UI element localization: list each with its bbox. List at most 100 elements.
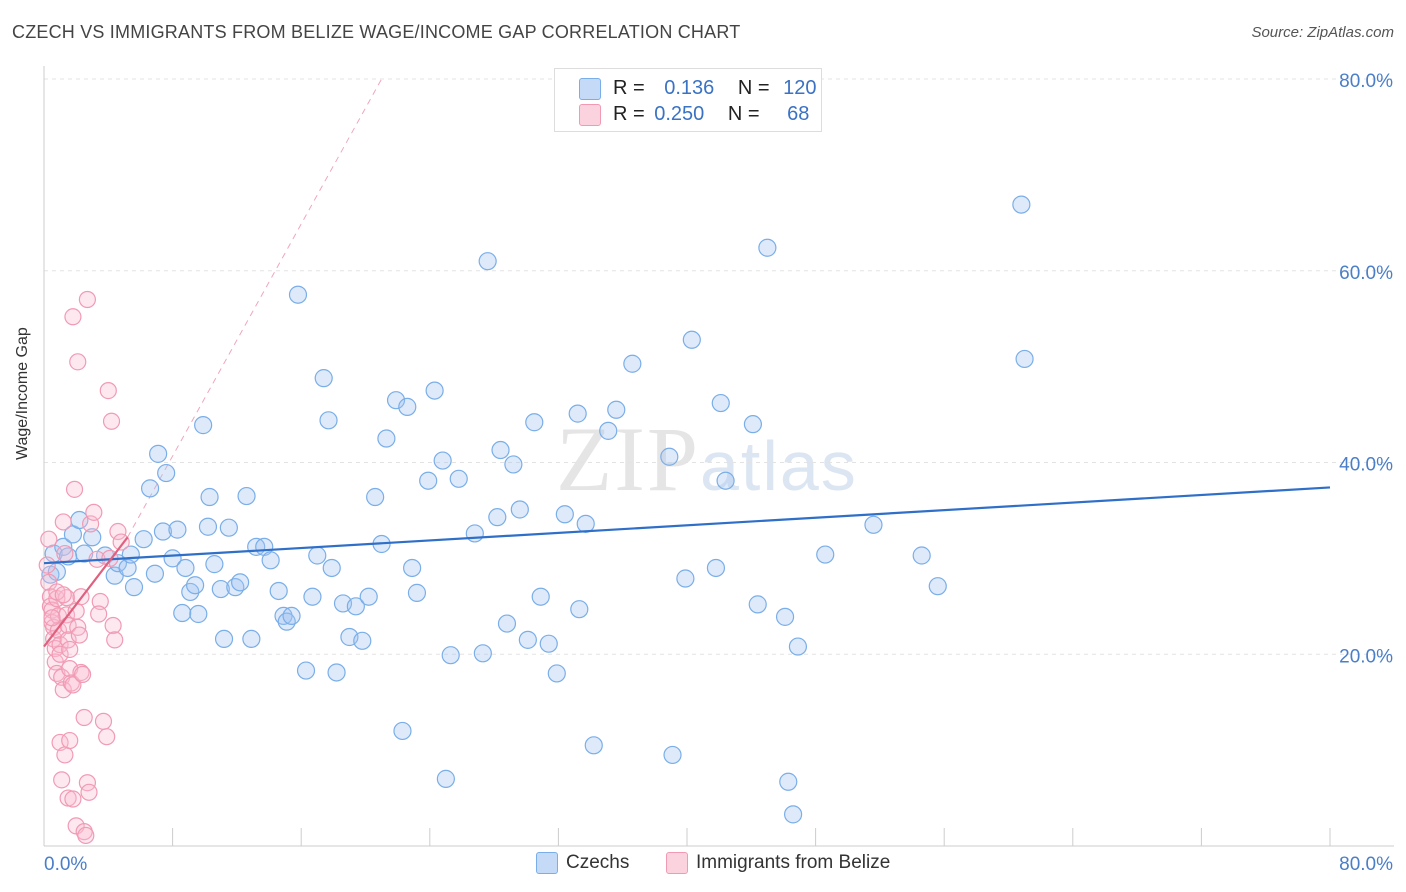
czech-point — [788, 637, 808, 656]
czech-point — [576, 514, 595, 533]
belize-legend-label: Immigrants from Belize — [696, 852, 891, 873]
czech-point — [149, 444, 168, 463]
czech-point — [491, 440, 510, 460]
czech-point — [419, 471, 438, 490]
chart-title: CZECH VS IMMIGRANTS FROM BELIZE WAGE/INC… — [12, 22, 741, 42]
czech-point — [346, 597, 365, 616]
czech-point — [449, 469, 468, 488]
czech-point — [716, 471, 735, 490]
czech-point — [198, 517, 218, 536]
czech-point — [200, 487, 219, 507]
czech-point — [518, 630, 537, 649]
legend-r-label: R = — [613, 103, 645, 125]
czech-point — [1015, 349, 1034, 369]
czech-point — [555, 505, 574, 524]
belize-point — [54, 586, 72, 604]
czech-point — [319, 411, 338, 430]
czech-point — [186, 576, 205, 595]
czech-point — [214, 629, 234, 649]
czech-point — [145, 564, 165, 583]
czech-point — [83, 528, 102, 547]
czech-point — [783, 805, 803, 824]
czech-point — [743, 415, 763, 434]
czech-point — [433, 451, 452, 470]
czech-point — [676, 569, 695, 588]
belize-point — [54, 513, 72, 531]
belize-legend-swatch — [666, 852, 688, 874]
belize-point — [69, 353, 87, 371]
czechs-legend-swatch — [536, 852, 558, 874]
czech-point — [296, 661, 316, 680]
legend-r-value: 0.136 — [664, 77, 715, 99]
czech-point — [599, 421, 618, 440]
y-tick-label: 40.0% — [1339, 455, 1393, 476]
y-axis-label: Wage/Income Gap — [14, 327, 31, 460]
czech-point — [366, 487, 385, 507]
czech-point — [816, 545, 835, 564]
legend-n-label: N = — [737, 77, 770, 99]
watermark-atlas: atlas — [700, 427, 858, 505]
belize-point — [90, 605, 108, 623]
legend-n-value: 120 — [783, 77, 817, 99]
czech-point — [531, 587, 550, 606]
belize-point — [91, 592, 109, 611]
y-tick-label: 60.0% — [1339, 263, 1393, 284]
czech-point — [473, 644, 492, 663]
czech-point — [308, 546, 327, 565]
czech-point — [237, 486, 256, 506]
czech-point — [173, 603, 192, 623]
czech-point — [928, 577, 947, 596]
belize-point — [40, 530, 58, 548]
czech-point — [322, 558, 341, 578]
czech-point — [54, 537, 73, 556]
czech-point — [261, 551, 280, 570]
czech-point — [176, 558, 195, 578]
czech-point — [157, 463, 176, 483]
belize-point — [51, 636, 69, 654]
belize-point — [38, 556, 56, 574]
czech-point — [465, 524, 484, 543]
belize-point — [109, 522, 127, 541]
belize-point — [77, 826, 95, 845]
czech-point — [775, 607, 795, 626]
czech-point — [303, 587, 322, 606]
czech-point — [205, 555, 224, 574]
belize-point — [51, 645, 69, 663]
czech-point — [269, 581, 288, 601]
belize-point — [53, 771, 71, 789]
czech-point — [231, 573, 250, 592]
belize-point — [65, 480, 84, 498]
czech-point — [568, 404, 587, 423]
belize-point — [80, 783, 98, 801]
czech-point — [393, 721, 412, 741]
czech-point — [488, 508, 507, 527]
czech-point — [277, 612, 296, 631]
czech-point — [504, 455, 523, 474]
belize-point — [43, 609, 61, 627]
czech-point — [539, 634, 558, 653]
watermark: ZIPatlas — [556, 406, 858, 512]
czech-point — [153, 522, 173, 541]
belize-point — [112, 533, 130, 551]
source-label: Source: ZipAtlas.com — [1251, 24, 1394, 41]
watermark-zip: ZIP — [556, 408, 700, 510]
czech-point — [386, 391, 406, 410]
czech-point — [864, 515, 883, 534]
czech-point — [497, 614, 517, 633]
czech-point — [359, 587, 378, 606]
y-tick-label: 20.0% — [1339, 646, 1393, 667]
czech-point — [377, 429, 396, 448]
belize-point — [57, 589, 76, 607]
czech-point — [441, 646, 460, 665]
x-tick-label: 0.0% — [44, 854, 87, 875]
belize-point — [64, 308, 82, 326]
czech-point — [398, 397, 417, 416]
belize-point — [61, 640, 79, 659]
belize-point — [85, 503, 103, 521]
czech-point — [436, 769, 455, 788]
czech-point — [547, 664, 566, 683]
belize-point — [73, 665, 92, 683]
czech-point — [168, 520, 187, 539]
belize-point — [99, 381, 117, 400]
